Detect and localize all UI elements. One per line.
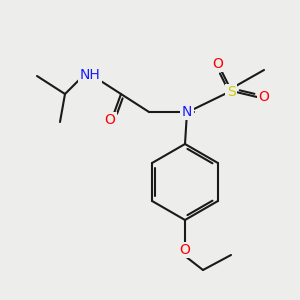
Text: O: O <box>105 113 116 127</box>
Text: O: O <box>180 243 190 257</box>
Text: S: S <box>226 85 236 99</box>
Text: NH: NH <box>80 68 100 82</box>
Text: N: N <box>182 105 192 119</box>
Text: O: O <box>259 90 269 104</box>
Text: O: O <box>213 57 224 71</box>
